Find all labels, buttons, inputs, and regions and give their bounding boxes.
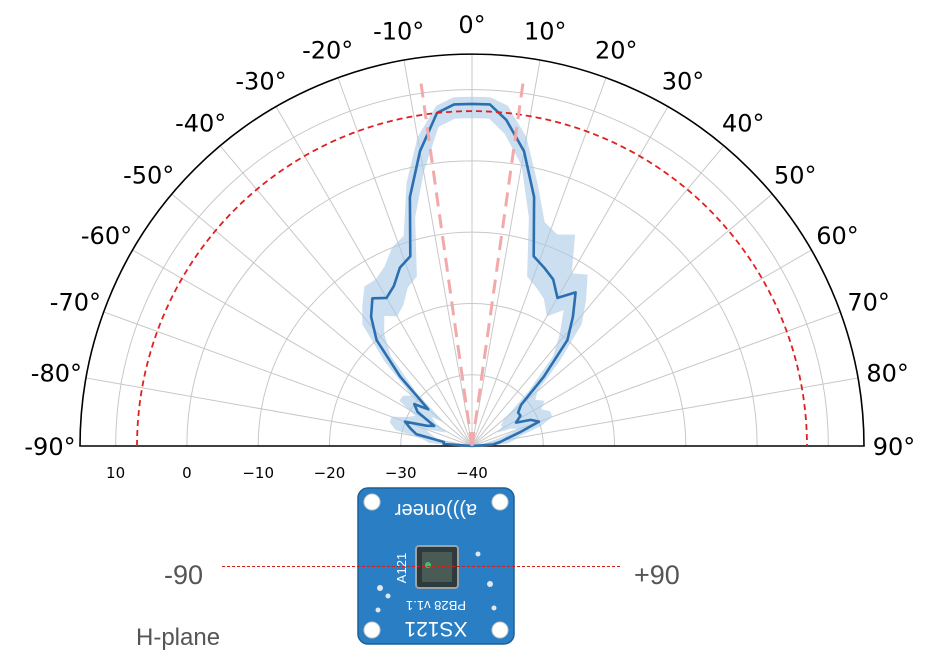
board-model: XS121 (404, 617, 467, 640)
grid-spoke (275, 106, 473, 447)
angle-tick-label: -60° (81, 222, 132, 250)
board-chip-label: A121 (394, 553, 409, 583)
grid-spoke (403, 59, 473, 447)
angle-tick-label: 60° (816, 222, 859, 250)
radial-tick-label: −20 (314, 464, 346, 482)
via (385, 593, 391, 599)
angle-tick-label: -40° (175, 110, 226, 138)
mount-hole (491, 621, 509, 639)
left-angle-label: -90 (164, 560, 204, 590)
mount-hole (491, 493, 509, 511)
angle-tick-label: -30° (235, 68, 286, 96)
angle-tick-label: 80° (866, 360, 909, 388)
angle-tick-label: 90° (873, 433, 916, 461)
angle-tick-label: 70° (847, 289, 890, 317)
angle-tick-label: 30° (662, 68, 705, 96)
angle-tick-label: -90° (24, 433, 75, 461)
angle-tick-label: -70° (50, 289, 101, 317)
radial-tick-label: 0 (182, 464, 192, 482)
right-angle-label: +90 (634, 560, 680, 590)
tick-labels: -90° -80° -70° -60° -50°-40° -30° -20° -10° 0° 10… (24, 11, 915, 482)
mount-hole (363, 621, 381, 639)
angle-tick-label: -20° (302, 36, 353, 64)
radial-tick-label: −30 (385, 464, 417, 482)
h-plane-axis-line (222, 566, 620, 567)
angle-tick-label: 40° (722, 110, 765, 138)
data-layer (136, 78, 808, 448)
radial-tick-label: −40 (456, 464, 488, 482)
board-version: PB28 v1.1 (406, 598, 466, 613)
via (487, 581, 493, 587)
outer-boundary (79, 53, 865, 447)
via (475, 551, 481, 557)
board-brand: a)))oneer (395, 499, 478, 521)
radial-tick-label: −10 (242, 464, 274, 482)
mount-hole (363, 493, 381, 511)
angle-tick-label: 10° (524, 17, 567, 45)
angle-tick-label: 20° (595, 36, 638, 64)
via (375, 607, 381, 613)
via (377, 585, 383, 591)
gain-pattern-line (369, 102, 577, 448)
angle-tick-label: -10° (373, 17, 424, 45)
plane-label: H-plane (136, 624, 221, 651)
grid-spoke (471, 145, 725, 447)
angle-tick-label: 50° (774, 162, 817, 190)
radial-tick-label: 10 (106, 464, 125, 482)
angle-tick-label: -50° (123, 162, 174, 190)
angle-tick-label: -80° (31, 360, 82, 388)
angle-tick-label: 0° (458, 11, 485, 39)
beamwidth-ray (470, 78, 526, 447)
uncertainty-band (362, 96, 588, 447)
chip-marker (425, 562, 431, 568)
grid-spoke (471, 59, 541, 447)
beamwidth-ray (418, 78, 474, 447)
grid-spoke (219, 145, 473, 447)
grid-spoke (471, 377, 859, 447)
reference-level-arc (136, 110, 808, 447)
via (491, 605, 497, 611)
grid-spoke (85, 377, 473, 447)
